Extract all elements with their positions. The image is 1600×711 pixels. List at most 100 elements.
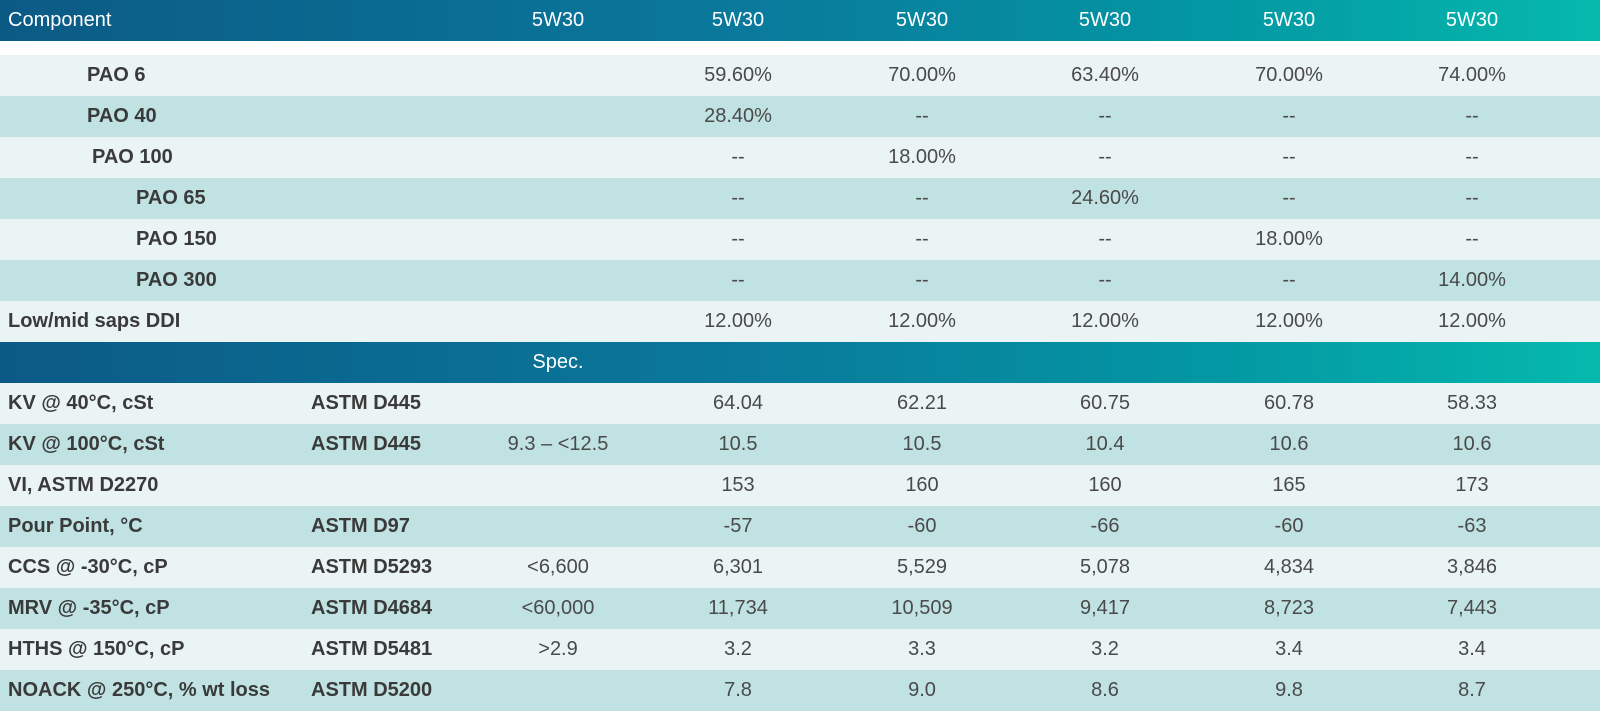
table-cell: -- (1465, 228, 1479, 250)
table-cell: 24.60% (1071, 187, 1139, 209)
table-row: KV @ 100°C, cSt ASTM D445 9.3 – <12.5 10… (0, 424, 1600, 465)
table-row: PAO 65 -- -- 24.60% -- -- (0, 178, 1600, 219)
test-method: ASTM D5293 (311, 556, 433, 578)
table-cell: 12.00% (1071, 310, 1139, 332)
table-cell: 11,734 (708, 597, 768, 619)
table-cell: 70.00% (1255, 64, 1323, 86)
table-cell: 153 (721, 474, 755, 496)
table-cell: 12.00% (1438, 310, 1506, 332)
spec-limit: <6,600 (527, 556, 589, 578)
table-cell: 160 (905, 474, 939, 496)
table-cell: 7,443 (1446, 597, 1498, 619)
table-row: HTHS @ 150°C, cP ASTM D5481 >2.9 3.2 3.3… (0, 629, 1600, 670)
table-cell: 10.5 (902, 433, 942, 455)
table-cell: -- (1098, 269, 1112, 291)
property-name: KV @ 100°C, cSt (8, 433, 165, 455)
table-row: MRV @ -35°C, cP ASTM D4684 <60,000 11,73… (0, 588, 1600, 629)
table-row: PAO 150 -- -- -- 18.00% -- (0, 219, 1600, 260)
table-cell: -57 (723, 515, 753, 537)
table-row: VI, ASTM D2270 153 160 160 165 173 (0, 465, 1600, 506)
property-name: CCS @ -30°C, cP (8, 556, 168, 578)
table-cell: 165 (1272, 474, 1306, 496)
table-cell: 9,417 (1079, 597, 1131, 619)
column-header: 5W30 (895, 9, 949, 31)
table-cell: 3.2 (724, 638, 752, 660)
table-cell: -- (731, 146, 745, 168)
table-cell: 62.21 (896, 392, 948, 414)
table-cell: -- (915, 269, 929, 291)
table-cell: -- (1098, 228, 1112, 250)
table-row: Pour Point, °C ASTM D97 -57 -60 -66 -60 … (0, 506, 1600, 547)
component-name: PAO 150 (136, 228, 217, 250)
table-cell: 10.4 (1085, 433, 1125, 455)
table-cell: 28.40% (704, 105, 772, 127)
table-cell: 8.7 (1458, 679, 1486, 701)
table-cell: 3.4 (1458, 638, 1486, 660)
table-cell: 12.00% (888, 310, 956, 332)
component-name: PAO 40 (87, 105, 157, 127)
table-cell: 8,723 (1263, 597, 1315, 619)
spec-header-label: Spec. (532, 351, 584, 373)
table-cell: -- (1098, 146, 1112, 168)
table-cell: -- (1465, 105, 1479, 127)
table-cell: 63.40% (1071, 64, 1139, 86)
table-cell: 10.6 (1452, 433, 1492, 455)
table-cell: -60 (907, 515, 937, 537)
table-cell: 12.00% (704, 310, 772, 332)
test-method: ASTM D5200 (311, 679, 433, 701)
table-row: Low/mid saps DDI 12.00% 12.00% 12.00% 12… (0, 301, 1600, 342)
component-header-row: Component 5W30 5W30 5W30 5W30 5W30 5W30 (0, 0, 1600, 41)
table-cell: -- (915, 105, 929, 127)
column-header: 5W30 (1078, 9, 1132, 31)
table-cell: -- (1282, 187, 1296, 209)
table-cell: 8.6 (1091, 679, 1119, 701)
table-cell: -63 (1457, 515, 1487, 537)
test-method: ASTM D97 (311, 515, 410, 537)
table-cell: 60.75 (1079, 392, 1131, 414)
table-cell: -- (1465, 187, 1479, 209)
table-cell: 160 (1088, 474, 1122, 496)
spec-limit: >2.9 (538, 638, 578, 660)
property-name: KV @ 40°C, cSt (8, 392, 154, 414)
table-cell: 10.5 (718, 433, 758, 455)
table-cell: 18.00% (1255, 228, 1323, 250)
table-cell: 64.04 (712, 392, 764, 414)
component-name: Low/mid saps DDI (8, 310, 181, 332)
test-method: ASTM D445 (311, 392, 422, 414)
property-name: NOACK @ 250°C, % wt loss (8, 679, 271, 701)
table-cell: 173 (1455, 474, 1489, 496)
spec-limit: <60,000 (521, 597, 595, 619)
table-cell: 10.6 (1269, 433, 1309, 455)
table-row: PAO 100 -- 18.00% -- -- -- (0, 137, 1600, 178)
table-cell: 3.3 (908, 638, 936, 660)
component-name: PAO 6 (87, 64, 146, 86)
component-name: PAO 300 (136, 269, 217, 291)
table-cell: -- (1098, 105, 1112, 127)
table-row: PAO 40 28.40% -- -- -- -- (0, 96, 1600, 137)
table-cell: 58.33 (1446, 392, 1498, 414)
table-cell: 74.00% (1438, 64, 1506, 86)
property-name: VI, ASTM D2270 (8, 474, 159, 496)
column-header: 5W30 (711, 9, 765, 31)
table-cell: 7.8 (724, 679, 752, 701)
table-cell: 70.00% (888, 64, 956, 86)
table-cell: 12.00% (1255, 310, 1323, 332)
column-header: 5W30 (1262, 9, 1316, 31)
property-name: HTHS @ 150°C, cP (8, 638, 185, 660)
table-cell: -- (915, 228, 929, 250)
table-cell: 3.4 (1275, 638, 1303, 660)
table-cell: -- (1282, 146, 1296, 168)
property-name: MRV @ -35°C, cP (8, 597, 170, 619)
table-cell: 60.78 (1263, 392, 1315, 414)
table-cell: 59.60% (704, 64, 772, 86)
column-header: 5W30 (531, 9, 585, 31)
component-name: PAO 65 (136, 187, 206, 209)
table-cell: -- (1465, 146, 1479, 168)
table-cell: -66 (1090, 515, 1120, 537)
table-cell: 6,301 (712, 556, 764, 578)
table-cell: 9.0 (908, 679, 936, 701)
table-cell: 18.00% (888, 146, 956, 168)
table-cell: 10,509 (891, 597, 953, 619)
table-cell: 5,529 (896, 556, 948, 578)
